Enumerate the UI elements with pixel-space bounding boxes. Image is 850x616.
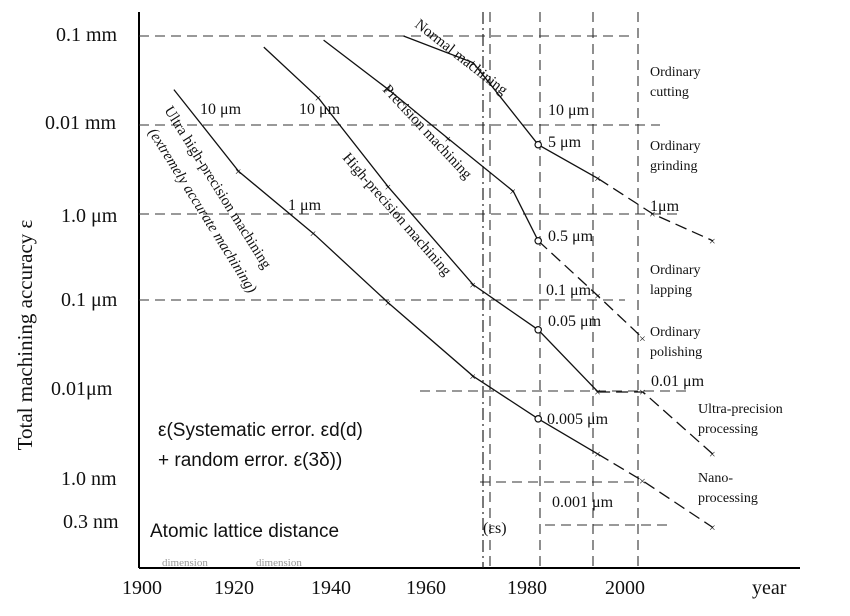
region-label: processing xyxy=(698,491,758,506)
annotation-label: 0.05 μm xyxy=(548,313,602,330)
region-label: Ordinary xyxy=(650,263,701,278)
x-tick-label: 1980 xyxy=(507,577,547,599)
data-point: × xyxy=(469,369,476,383)
x-tick-label: 1920 xyxy=(214,577,254,599)
y-tick-label: 0.1 μm xyxy=(61,289,118,311)
y-tick-label: 1.0 nm xyxy=(61,468,117,490)
annotation-label: 0.1 μm xyxy=(546,282,592,299)
data-point: × xyxy=(594,447,601,461)
annotation-label: 0.001 μm xyxy=(552,494,614,511)
data-point: × xyxy=(594,289,601,303)
annotation-label: 0.005 μm xyxy=(547,411,609,428)
y-axis-label: Total machining accuracy ε xyxy=(13,219,37,450)
curve-label-high-precision: High-precision machining xyxy=(339,150,454,279)
faint-bottom-label: dimension xyxy=(162,557,208,569)
data-point: × xyxy=(709,234,716,248)
y-tick-label: 0.3 nm xyxy=(63,511,119,533)
data-point: × xyxy=(709,521,716,535)
annotation-label: 10 μm xyxy=(548,102,590,119)
data-point xyxy=(534,325,543,334)
x-tick-label: 1960 xyxy=(406,577,446,599)
region-label: Ultra-precision xyxy=(698,402,783,417)
data-point: × xyxy=(469,278,476,292)
annotation-label: 10 μm xyxy=(299,101,341,118)
data-point: × xyxy=(385,83,392,97)
region-label: Ordinary xyxy=(650,139,701,154)
annotation-label: 0.5 μm xyxy=(548,228,594,245)
formula-line-2: + random error. ε(3δ)) xyxy=(158,450,342,471)
curve-label-normal: Normal machining xyxy=(412,17,511,99)
y-tick-label: 0.1 mm xyxy=(56,24,118,46)
data-point: × xyxy=(385,180,392,194)
x-tick-labels: 1900 1920 1940 1960 1980 2000 year xyxy=(122,577,787,599)
series-line-projection xyxy=(597,178,714,242)
horizontal-gridlines xyxy=(139,35,688,526)
annotation-label: 1 μm xyxy=(288,197,322,214)
region-label: Nano- xyxy=(698,471,733,486)
data-point xyxy=(534,414,543,423)
data-point xyxy=(534,140,543,149)
data-point: × xyxy=(310,227,317,241)
series-line xyxy=(263,46,599,393)
annotation-label: 5 μm xyxy=(548,134,582,151)
formula-line-1: ε(Systematic error. εd(d) xyxy=(158,420,363,441)
annotation-label: 1μm xyxy=(650,198,680,215)
data-point: × xyxy=(315,91,322,105)
region-label: lapping xyxy=(650,283,692,298)
region-labels: Ordinary cutting Ordinary grinding Ordin… xyxy=(650,65,783,506)
data-point: × xyxy=(235,165,242,179)
curve-label-precision: Precision machining xyxy=(379,82,475,183)
data-point: × xyxy=(594,172,601,186)
faint-bottom-label: dimension xyxy=(256,557,302,569)
annotation-label: 10 μm xyxy=(200,101,242,118)
atomic-lattice-label: Atomic lattice distance xyxy=(150,521,339,542)
region-label: Ordinary xyxy=(650,325,701,340)
data-point: × xyxy=(385,296,392,310)
annotations: 10 μm 10 μm 1 μm 10 μm 5 μm 1μm 0.5 μm 0… xyxy=(200,101,705,537)
vertical-gridlines xyxy=(482,12,639,568)
data-point: × xyxy=(469,56,476,70)
y-tick-label: 0.01 mm xyxy=(45,112,117,134)
region-label: cutting xyxy=(650,85,689,100)
series-line xyxy=(403,35,599,180)
data-point: × xyxy=(639,385,646,399)
curves: × × × × × × × × × × × × × × × × × × × × × × xyxy=(173,35,716,535)
series-line-projection xyxy=(597,453,714,529)
data-point: × xyxy=(594,385,601,399)
region-label: polishing xyxy=(650,345,702,360)
data-point: × xyxy=(444,132,451,146)
annotation-label: 0.01 μm xyxy=(651,373,705,390)
series-line xyxy=(323,39,539,242)
series-line-projection xyxy=(537,240,644,339)
region-label: grinding xyxy=(650,159,697,174)
data-point: × xyxy=(639,474,646,488)
data-point: × xyxy=(509,184,516,198)
data-point: × xyxy=(709,447,716,461)
series-line-projection xyxy=(598,391,714,455)
region-label: processing xyxy=(698,422,758,437)
x-axis-label: year xyxy=(752,577,787,599)
data-point xyxy=(534,237,543,245)
data-point: × xyxy=(639,331,646,345)
x-tick-label: 1900 xyxy=(122,577,162,599)
y-tick-label: 1.0 μm xyxy=(61,205,118,227)
annotation-label: (εs) xyxy=(483,520,507,537)
region-label: Ordinary xyxy=(650,65,701,80)
y-tick-labels: 0.1 mm 0.01 mm 1.0 μm 0.1 μm 0.01μm 1.0 … xyxy=(45,24,119,533)
data-point: × xyxy=(649,207,656,221)
x-tick-label: 2000 xyxy=(605,577,645,599)
x-tick-label: 1940 xyxy=(311,577,351,599)
y-tick-label: 0.01μm xyxy=(51,378,113,400)
